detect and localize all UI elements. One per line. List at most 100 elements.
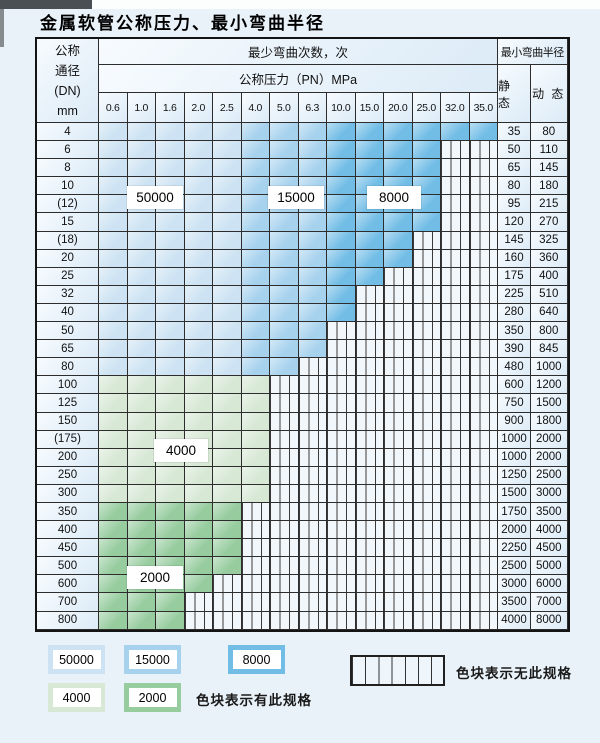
static-radius-cell: 145 xyxy=(498,231,531,250)
spec-table: 公称 通径 (DN) mm 最少弯曲次数，次 最小弯曲半径 公称压力（PN）MPa 静 态动 … xyxy=(35,37,570,632)
spec-cell xyxy=(241,539,270,558)
spec-cell xyxy=(270,322,299,341)
spec-cell xyxy=(298,448,327,467)
spec-cell xyxy=(327,521,356,540)
spec-cell xyxy=(412,394,441,413)
spec-cell xyxy=(241,502,270,522)
spec-cell xyxy=(441,484,470,503)
spec-cell xyxy=(270,575,299,594)
spec-cell xyxy=(213,521,242,540)
spec-cell xyxy=(327,159,356,178)
spec-cell xyxy=(441,593,470,612)
spec-cell xyxy=(412,213,441,232)
spec-cell xyxy=(213,303,242,323)
spec-cell xyxy=(184,484,213,503)
spec-cell xyxy=(412,593,441,612)
spec-cell xyxy=(99,267,128,286)
spec-cell xyxy=(412,249,441,268)
spec-cell xyxy=(99,412,128,431)
spec-cell xyxy=(99,575,128,594)
legend-swatch-label: 8000 xyxy=(232,650,281,669)
spec-cell xyxy=(469,521,498,540)
spec-cell xyxy=(441,394,470,413)
spec-cell xyxy=(298,394,327,413)
spec-cell xyxy=(99,521,128,540)
spec-cell xyxy=(270,521,299,540)
spec-cell xyxy=(469,484,498,503)
spec-cell xyxy=(412,466,441,485)
spec-cell xyxy=(127,267,156,286)
pressure-col-15.0: 15.0 xyxy=(355,93,384,123)
spec-cell xyxy=(469,358,498,377)
bend-times-header: 最少弯曲次数，次 xyxy=(99,39,498,65)
spec-cell xyxy=(441,466,470,485)
dynamic-radius-cell: 3000 xyxy=(531,484,568,503)
spec-cell xyxy=(184,340,213,359)
spec-cell xyxy=(127,123,156,142)
spec-cell xyxy=(184,557,213,576)
spec-cell xyxy=(441,159,470,178)
static-radius-cell: 95 xyxy=(498,195,531,214)
spec-cell xyxy=(184,502,213,522)
spec-cell xyxy=(99,195,128,214)
spec-cell xyxy=(99,376,128,395)
spec-cell xyxy=(327,394,356,413)
spec-cell xyxy=(156,394,185,413)
spec-cell xyxy=(384,340,413,359)
spec-cell xyxy=(327,611,356,630)
spec-cell xyxy=(270,412,299,431)
spec-cell xyxy=(412,231,441,250)
spec-cell xyxy=(469,376,498,395)
dn-cell: 700 xyxy=(37,593,99,612)
spec-cell xyxy=(412,340,441,359)
static-radius-cell: 350 xyxy=(498,322,531,341)
scan-edge-artifact xyxy=(0,9,4,47)
spec-cell xyxy=(156,322,185,341)
spec-cell xyxy=(441,285,470,304)
spec-cell xyxy=(469,231,498,250)
static-radius-cell: 1000 xyxy=(498,448,531,467)
spec-cell xyxy=(213,141,242,160)
spec-cell xyxy=(355,394,384,413)
legend-swatch-4000: 4000 xyxy=(48,683,105,712)
pressure-col-32.0: 32.0 xyxy=(441,93,470,123)
static-radius-cell: 1250 xyxy=(498,466,531,485)
spec-cell xyxy=(412,141,441,160)
spec-cell xyxy=(298,213,327,232)
spec-cell xyxy=(298,412,327,431)
dn-cell: 350 xyxy=(37,502,99,522)
spec-cell xyxy=(412,358,441,377)
spec-cell xyxy=(412,575,441,594)
spec-cell xyxy=(127,611,156,630)
spec-cell xyxy=(327,267,356,286)
pressure-col-25.0: 25.0 xyxy=(412,93,441,123)
dn-cell: (12) xyxy=(37,195,99,214)
spec-cell xyxy=(99,358,128,377)
cycles-label-50000: 50000 xyxy=(127,186,183,209)
dn-cell: 10 xyxy=(37,177,99,196)
pressure-col-5.0: 5.0 xyxy=(270,93,299,123)
spec-cell xyxy=(469,159,498,178)
legend-swatch-15000: 15000 xyxy=(124,645,181,674)
spec-cell xyxy=(213,412,242,431)
spec-cell xyxy=(99,557,128,576)
spec-cell xyxy=(184,521,213,540)
static-header: 静 态 xyxy=(498,65,531,123)
static-radius-cell: 4000 xyxy=(498,611,531,630)
dynamic-radius-cell: 8000 xyxy=(531,611,568,630)
dn-cell: 600 xyxy=(37,575,99,594)
spec-cell xyxy=(384,249,413,268)
spec-cell xyxy=(298,466,327,485)
dynamic-radius-cell: 1000 xyxy=(531,358,568,377)
spec-cell xyxy=(241,123,270,142)
spec-cell xyxy=(412,285,441,304)
legend-swatch-50000: 50000 xyxy=(48,645,105,674)
spec-cell xyxy=(241,448,270,467)
dn-cell: 20 xyxy=(37,249,99,268)
dn-header-line: mm xyxy=(57,103,78,118)
cycles-label-8000: 8000 xyxy=(367,186,421,209)
spec-cell xyxy=(213,394,242,413)
dynamic-radius-cell: 110 xyxy=(531,141,568,160)
spec-cell xyxy=(384,141,413,160)
spec-cell xyxy=(99,213,128,232)
